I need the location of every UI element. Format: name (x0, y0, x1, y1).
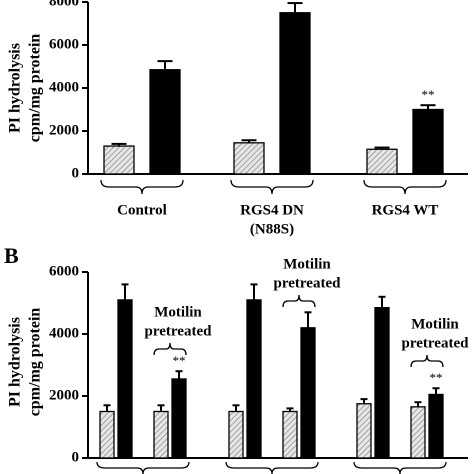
y-axis-label: cpm/mg protein (27, 34, 44, 143)
y-tick-label: 6000 (49, 36, 79, 52)
panel-label: B (4, 243, 19, 268)
bar (246, 299, 262, 459)
significance: ** (430, 370, 443, 385)
significance: ** (422, 87, 435, 102)
significance: ** (173, 353, 186, 368)
bar (233, 142, 265, 175)
panel: PI hydrolysis cpm/mg protein 0 2000 4000 6000… (7, 0, 468, 237)
y-axis-label: PI hydrolysis (7, 317, 24, 407)
bar (149, 69, 181, 175)
y-tick-label: 4000 (49, 325, 79, 341)
pair-brace (153, 342, 187, 356)
y-tick-label: 4000 (49, 79, 79, 95)
group-brace (100, 179, 184, 195)
bar (374, 306, 390, 459)
group-brace (96, 461, 190, 474)
y-tick-label: 8000 (49, 0, 79, 9)
bar (366, 148, 398, 175)
bar (279, 12, 311, 175)
pair-brace (282, 294, 316, 308)
group-brace (353, 461, 447, 474)
note: Motilin (411, 316, 459, 332)
category-label: Control (117, 202, 167, 218)
panel: B PI hydrolysis cpm/mg protein 0 2000 4000 600… (4, 243, 469, 474)
bar (356, 403, 372, 459)
pair-brace (410, 354, 444, 368)
y-tick-label: 2000 (49, 387, 79, 403)
bar (171, 378, 187, 459)
category-label: (N88S) (250, 221, 294, 237)
note: pretreated (402, 335, 470, 351)
y-tick-label: 6000 (49, 263, 79, 279)
bar (300, 327, 316, 459)
note: pretreated (274, 275, 342, 291)
y-tick-label: 0 (72, 449, 80, 465)
bar (117, 299, 133, 459)
bar (99, 410, 115, 459)
y-tick-label: 2000 (49, 122, 79, 138)
group-brace (363, 179, 447, 195)
note: Motilin (154, 304, 202, 320)
bar (103, 145, 135, 175)
group-brace (230, 179, 314, 195)
bar (282, 410, 298, 459)
bar (228, 410, 244, 459)
bar (428, 393, 444, 459)
note: Motilin (283, 256, 331, 272)
bar (153, 410, 169, 459)
bar (412, 108, 444, 175)
category-label: RGS4 WT (372, 202, 439, 218)
note: pretreated (145, 323, 213, 339)
bar (410, 406, 426, 459)
group-brace (225, 461, 319, 474)
y-axis-label: cpm/mg protein (27, 308, 44, 417)
y-tick-label: 0 (72, 165, 80, 181)
category-label: RGS4 DN (240, 202, 304, 218)
y-axis-label: PI hydrolysis (7, 43, 24, 133)
